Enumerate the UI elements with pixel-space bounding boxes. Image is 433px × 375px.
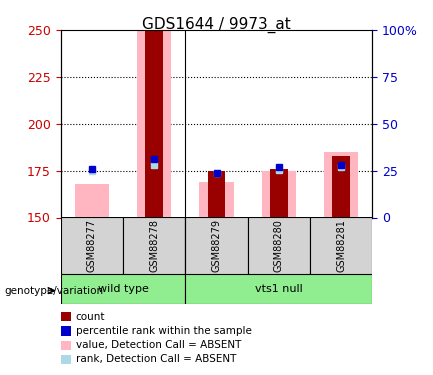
Text: GSM88277: GSM88277: [87, 219, 97, 272]
FancyBboxPatch shape: [61, 274, 185, 304]
Bar: [270, 169, 288, 217]
Text: genotype/variation: genotype/variation: [4, 286, 103, 296]
FancyBboxPatch shape: [61, 217, 123, 274]
FancyBboxPatch shape: [248, 217, 310, 274]
Bar: [145, 30, 163, 217]
Text: percentile rank within the sample: percentile rank within the sample: [76, 326, 252, 336]
Bar: [208, 171, 225, 217]
Bar: [74, 184, 109, 218]
FancyBboxPatch shape: [310, 217, 372, 274]
FancyBboxPatch shape: [185, 274, 372, 304]
Text: vts1 null: vts1 null: [255, 284, 303, 294]
FancyBboxPatch shape: [185, 217, 248, 274]
Text: GSM88281: GSM88281: [336, 219, 346, 272]
Text: GSM88278: GSM88278: [149, 219, 159, 272]
Bar: [137, 30, 171, 217]
Text: GSM88279: GSM88279: [211, 219, 222, 272]
Text: wild type: wild type: [97, 284, 149, 294]
Text: GDS1644 / 9973_at: GDS1644 / 9973_at: [142, 17, 291, 33]
Bar: [324, 152, 359, 217]
Text: rank, Detection Call = ABSENT: rank, Detection Call = ABSENT: [76, 354, 236, 364]
Bar: [333, 156, 350, 218]
Text: value, Detection Call = ABSENT: value, Detection Call = ABSENT: [76, 340, 241, 350]
Bar: [199, 182, 234, 218]
Bar: [262, 171, 296, 217]
Text: GSM88280: GSM88280: [274, 219, 284, 272]
Text: count: count: [76, 312, 105, 321]
FancyBboxPatch shape: [123, 217, 185, 274]
